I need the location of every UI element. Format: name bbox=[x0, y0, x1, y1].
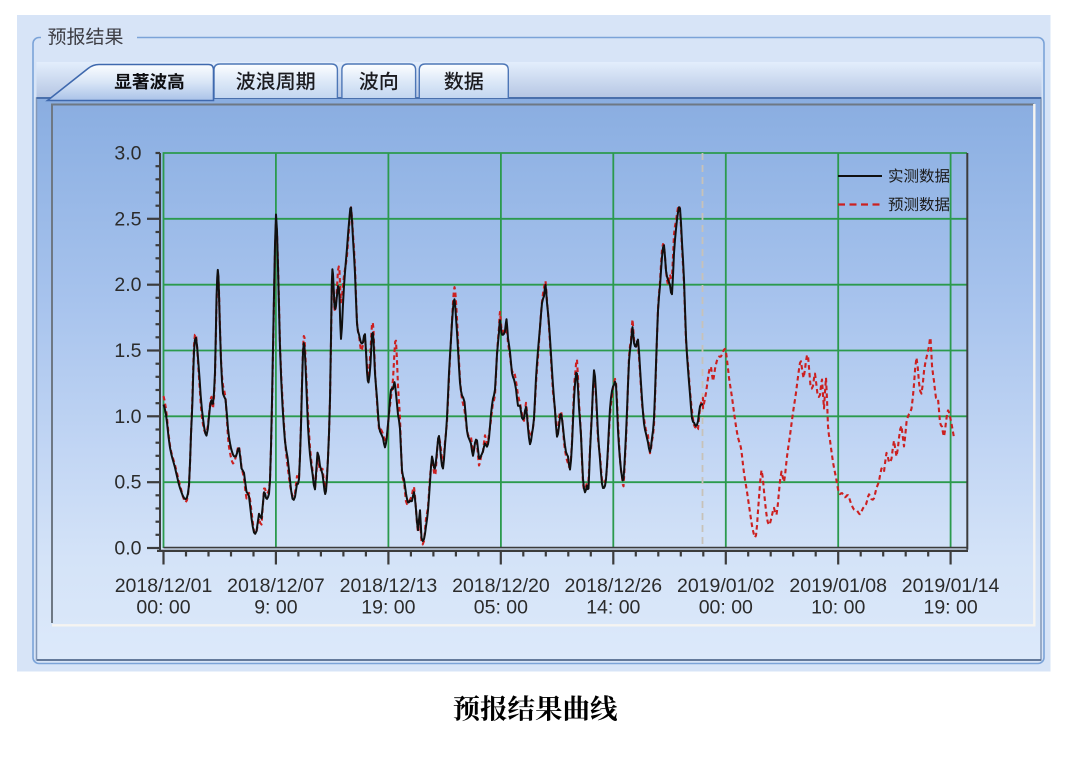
svg-text:2019/01/14: 2019/01/14 bbox=[902, 575, 1000, 597]
svg-text:2018/12/01: 2018/12/01 bbox=[115, 575, 213, 597]
svg-text:10: 00: 10: 00 bbox=[811, 597, 865, 619]
svg-text:19: 00: 19: 00 bbox=[361, 597, 415, 619]
svg-text:2018/12/13: 2018/12/13 bbox=[340, 575, 438, 597]
svg-text:2019/01/02: 2019/01/02 bbox=[677, 575, 775, 597]
svg-text:3.0: 3.0 bbox=[114, 143, 141, 165]
svg-text:1.0: 1.0 bbox=[114, 406, 141, 428]
svg-text:05: 00: 05: 00 bbox=[474, 597, 528, 619]
svg-text:0.5: 0.5 bbox=[114, 472, 141, 494]
svg-text:2018/12/07: 2018/12/07 bbox=[227, 575, 325, 597]
svg-text:14: 00: 14: 00 bbox=[586, 597, 640, 619]
svg-text:2.0: 2.0 bbox=[114, 274, 141, 296]
svg-text:2018/12/26: 2018/12/26 bbox=[564, 575, 662, 597]
svg-text:2.5: 2.5 bbox=[114, 208, 141, 230]
svg-text:00: 00: 00: 00 bbox=[699, 597, 753, 619]
svg-text:19: 00: 19: 00 bbox=[923, 597, 977, 619]
svg-text:00: 00: 00: 00 bbox=[136, 597, 190, 619]
svg-text:1.5: 1.5 bbox=[114, 340, 141, 362]
svg-text:2019/01/08: 2019/01/08 bbox=[789, 575, 887, 597]
svg-text:0.0: 0.0 bbox=[114, 538, 141, 560]
svg-text:9: 00: 9: 00 bbox=[254, 597, 298, 619]
svg-text:2018/12/20: 2018/12/20 bbox=[452, 575, 550, 597]
